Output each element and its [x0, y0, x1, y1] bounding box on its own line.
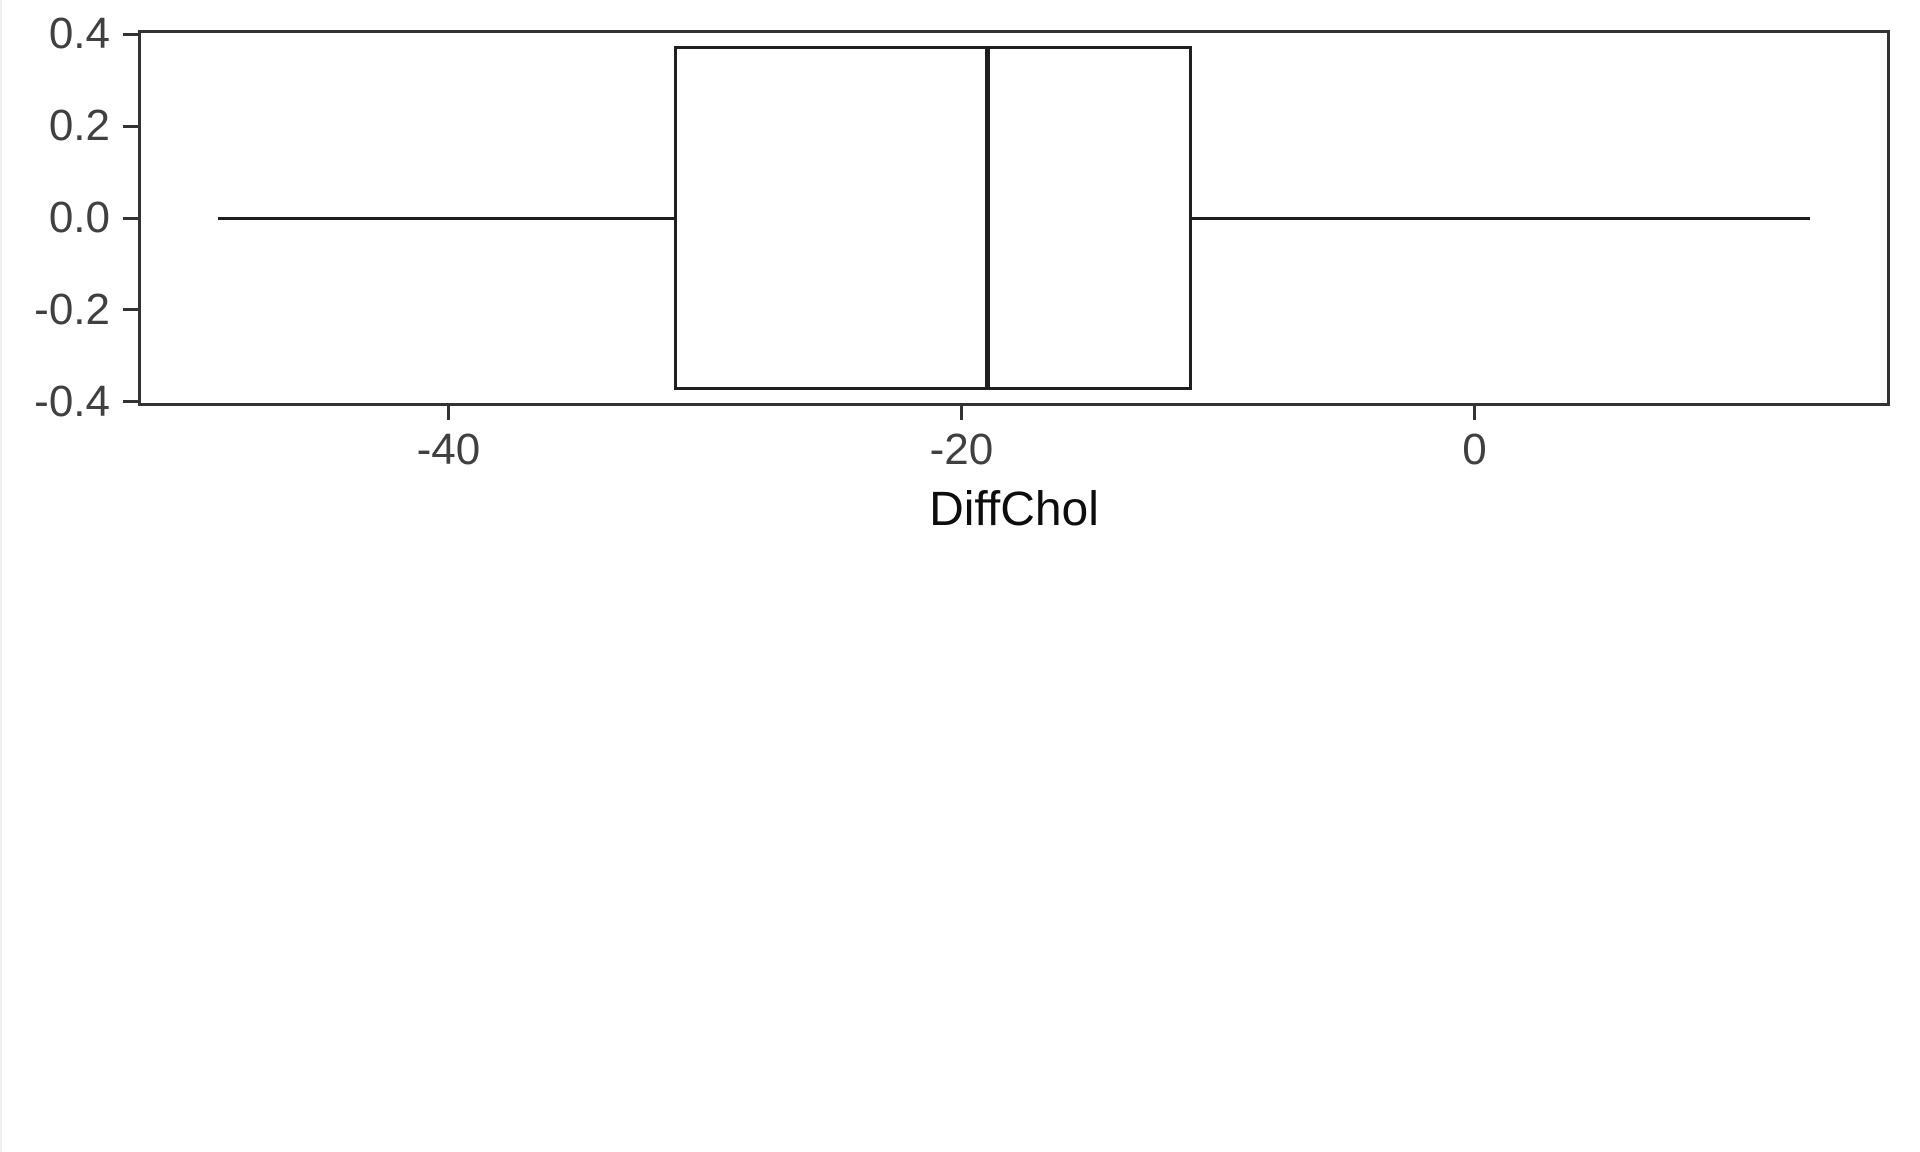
y-tick-label: -0.2 — [34, 284, 110, 334]
y-tick-label: 0.4 — [48, 9, 110, 59]
boxplot-median — [984, 45, 990, 391]
x-axis-tick — [446, 406, 450, 420]
y-tick-label: 0.2 — [48, 101, 110, 151]
boxplot-whisker-left — [217, 216, 675, 220]
y-axis-tick — [123, 308, 138, 312]
y-axis-tick — [123, 216, 138, 220]
boxplot-box — [674, 45, 1193, 391]
plot-panel — [138, 30, 1890, 406]
y-axis-tick — [123, 124, 138, 128]
y-axis-tick — [123, 400, 138, 404]
y-tick-label: -0.4 — [34, 376, 110, 426]
x-gridline-minor — [0, 0, 2, 376]
y-tick-label: 0.0 — [48, 193, 110, 242]
x-axis-title: DiffChol — [929, 483, 1099, 536]
x-gridline-minor — [0, 752, 2, 1128]
x-gridline-minor — [0, 376, 2, 752]
x-gridline-minor — [0, 1128, 2, 1152]
x-axis-tick — [1472, 406, 1476, 420]
x-tick-label: -20 — [929, 425, 994, 474]
x-tick-label: -40 — [416, 425, 481, 474]
boxplot-whisker-right — [1192, 216, 1811, 220]
y-axis-tick — [123, 32, 138, 36]
x-axis-tick — [959, 406, 963, 420]
x-tick-label: 0 — [1462, 425, 1487, 474]
